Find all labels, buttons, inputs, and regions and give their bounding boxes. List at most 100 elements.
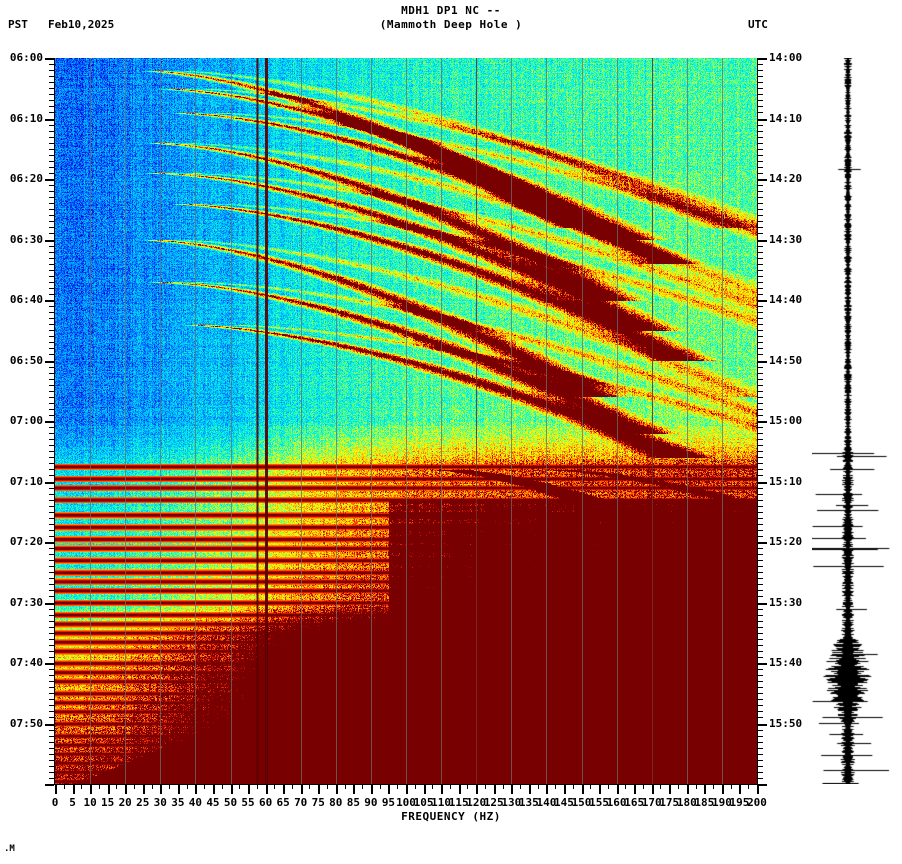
x-axis-label: 25 (136, 796, 150, 809)
y-tick-right (758, 760, 763, 761)
y-tick-left (49, 318, 54, 319)
y-tick-right (758, 596, 763, 597)
y-tick-left (45, 724, 54, 726)
x-tick (371, 785, 373, 794)
x-tick (81, 785, 82, 789)
y-tick-left (49, 403, 54, 404)
y-tick-right (758, 409, 763, 410)
x-tick (739, 785, 741, 794)
y-tick-left (49, 554, 54, 555)
y-tick-left (49, 185, 54, 186)
y-tick-left (49, 463, 54, 464)
y-tick-right (758, 258, 763, 259)
y-tick-right (758, 524, 763, 525)
y-tick-right (758, 566, 763, 567)
x-tick (248, 785, 250, 794)
y-tick-right (758, 185, 763, 186)
y-tick-right (758, 609, 763, 610)
y-tick-left (49, 167, 54, 168)
y-tick-left (49, 536, 54, 537)
y-tick-left (49, 657, 54, 658)
y-tick-left (49, 373, 54, 374)
y-tick-right (758, 112, 763, 113)
y-tick-right (758, 736, 763, 737)
y-tick-right (758, 76, 763, 77)
y-axis-label-utc: 15:10 (769, 474, 803, 488)
y-tick-right (758, 282, 763, 283)
y-tick-right (758, 687, 763, 688)
x-tick (231, 785, 233, 794)
y-tick-left (49, 639, 54, 640)
x-axis-label: 50 (223, 796, 238, 809)
x-tick (345, 785, 346, 789)
y-tick-left (49, 215, 54, 216)
y-tick-left (49, 754, 54, 755)
y-tick-right (758, 137, 763, 138)
y-tick-right (758, 252, 763, 253)
x-tick (309, 785, 310, 789)
y-axis-label-pst: 06:10 (9, 111, 43, 125)
y-tick-right (758, 294, 763, 295)
y-tick-left (49, 143, 54, 144)
y-axis-label-pst: 07:30 (9, 595, 43, 609)
y-axis-label-utc: 14:40 (769, 293, 803, 306)
x-axis-label: 105 (413, 796, 434, 809)
x-axis-label: 185 (694, 796, 715, 809)
y-tick-left (49, 191, 54, 192)
x-tick (652, 785, 654, 794)
x-axis-label: 60 (258, 796, 273, 809)
y-tick-right (758, 494, 763, 495)
x-tick (529, 785, 531, 794)
y-tick-right (758, 639, 763, 640)
y-tick-right (758, 82, 763, 83)
x-tick (590, 785, 591, 789)
y-tick-left (49, 748, 54, 749)
y-tick-left (49, 518, 54, 519)
x-tick (424, 785, 426, 794)
x-tick (134, 785, 135, 789)
y-tick-left (49, 457, 54, 458)
x-tick (757, 785, 759, 794)
y-tick-right (758, 415, 763, 416)
x-tick (520, 785, 521, 789)
x-axis-label: 15 (101, 796, 115, 809)
x-tick (599, 785, 601, 794)
y-tick-left (49, 415, 54, 416)
x-axis-label: 165 (624, 796, 645, 809)
y-tick-left (49, 451, 54, 452)
x-axis-label: 110 (431, 796, 452, 809)
x-tick (546, 785, 548, 794)
y-tick-left (49, 681, 54, 682)
x-tick (239, 785, 240, 789)
y-tick-left (49, 693, 54, 694)
y-tick-right (758, 288, 763, 289)
x-axis-label: 180 (676, 796, 697, 809)
y-tick-left (49, 742, 54, 743)
y-tick-right (758, 711, 763, 712)
plot-border-bottom (54, 784, 758, 785)
x-tick (55, 785, 57, 794)
y-tick-left (49, 161, 54, 162)
y-tick-right (758, 246, 763, 247)
y-tick-left (49, 705, 54, 706)
y-tick-right (758, 191, 763, 192)
x-tick (660, 785, 661, 789)
y-tick-left (49, 385, 54, 386)
y-tick-right (758, 669, 763, 670)
spectrogram-plot[interactable] (55, 58, 757, 784)
x-tick (90, 785, 92, 794)
y-tick-right (758, 173, 763, 174)
y-tick-right (758, 554, 763, 555)
x-tick (696, 785, 697, 789)
x-tick (108, 785, 110, 794)
y-tick-left (49, 730, 54, 731)
x-axis-label: 40 (188, 796, 203, 809)
y-tick-right (758, 227, 763, 228)
x-tick (555, 785, 556, 789)
y-tick-right (758, 240, 767, 242)
x-tick (538, 785, 539, 789)
y-tick-left (49, 627, 54, 628)
x-tick (292, 785, 293, 789)
x-axis-label: 45 (206, 796, 220, 809)
y-tick-right (758, 542, 767, 544)
